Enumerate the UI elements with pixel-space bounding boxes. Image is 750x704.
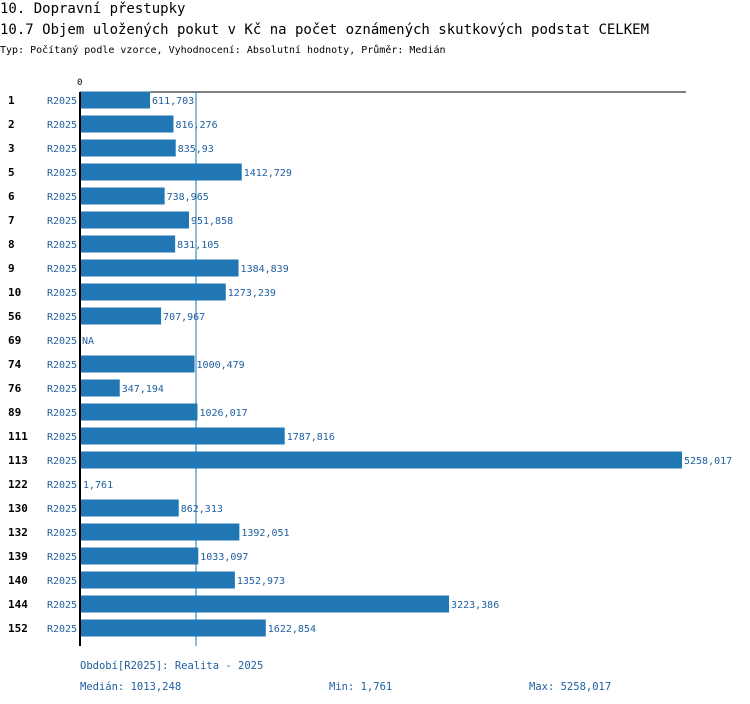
row-id-label: 2: [8, 118, 15, 131]
bar: [80, 547, 199, 565]
row-id-label: 69: [8, 334, 21, 347]
value-label: 1352,973: [237, 576, 285, 587]
bar: [80, 211, 189, 229]
bar: [80, 115, 174, 133]
value-label: 951,858: [191, 216, 233, 227]
value-label: 1,761: [83, 480, 113, 491]
row-id-label: 8: [8, 238, 15, 251]
row-id-label: 132: [8, 526, 28, 539]
value-label: 1392,051: [241, 528, 289, 539]
period-label: R2025: [47, 240, 77, 251]
bar: [80, 451, 682, 469]
value-label: 816,276: [175, 120, 217, 131]
chart-subtitle: Typ: Počítaný podle vzorce, Vyhodnocení:…: [0, 45, 446, 56]
row-id-label: 140: [8, 574, 28, 587]
row-id-label: 111: [8, 430, 28, 443]
row-id-label: 56: [8, 310, 22, 323]
row-id-label: 152: [8, 622, 28, 635]
bar: [80, 259, 239, 277]
row-id-label: 144: [8, 598, 28, 611]
row-id-label: 10: [8, 286, 21, 299]
bar: [80, 403, 198, 421]
bar: [80, 595, 450, 613]
row-id-label: 76: [8, 382, 22, 395]
row-id-label: 6: [8, 190, 15, 203]
bar: [80, 283, 226, 301]
period-label: R2025: [47, 552, 77, 563]
period-label: R2025: [47, 504, 77, 515]
period-label: R2025: [47, 336, 77, 347]
value-label: 1384,839: [241, 264, 289, 275]
period-label: R2025: [47, 120, 77, 131]
value-label: 1787,816: [287, 432, 335, 443]
period-label: R2025: [47, 168, 77, 179]
period-label: R2025: [47, 624, 77, 635]
period-label: R2025: [47, 432, 77, 443]
period-label: R2025: [47, 480, 77, 491]
bar: [80, 187, 165, 205]
period-label: R2025: [47, 408, 77, 419]
period-label: R2025: [47, 384, 77, 395]
median-summary: Medián: 1013,248: [80, 681, 182, 693]
value-label: 3223,386: [451, 600, 499, 611]
period-label: R2025: [47, 216, 77, 227]
period-label: R2025: [47, 288, 77, 299]
value-label: 831,105: [177, 240, 219, 251]
row-id-label: 130: [8, 502, 28, 515]
row-id-label: 74: [8, 358, 22, 371]
value-label: 862,313: [181, 504, 223, 515]
section-title: 10. Dopravní přestupky: [0, 1, 186, 17]
bar: [80, 619, 266, 637]
value-label: 707,967: [163, 312, 205, 323]
row-id-label: 3: [8, 142, 15, 155]
value-label: 1273,239: [228, 288, 276, 299]
bar-chart: 01R2025611,7032R2025816,2763R2025835,935…: [8, 78, 732, 646]
value-label: 738,965: [167, 192, 209, 203]
period-label: R2025: [47, 264, 77, 275]
period-label: R2025: [47, 600, 77, 611]
bar: [80, 139, 176, 157]
chart-title: 10.7 Objem uložených pokut v Kč na počet…: [0, 22, 650, 38]
value-label: 1000,479: [197, 360, 245, 371]
period-label: R2025: [47, 144, 77, 155]
period-note: Období[R2025]: Realita - 2025: [80, 660, 264, 672]
value-label: 5258,017: [684, 456, 732, 467]
bar: [80, 91, 151, 109]
period-label: R2025: [47, 192, 77, 203]
period-label: R2025: [47, 528, 77, 539]
value-label: 347,194: [122, 384, 164, 395]
value-label: 1622,854: [268, 624, 316, 635]
row-id-label: 122: [8, 478, 28, 491]
period-label: R2025: [47, 456, 77, 467]
x-axis-zero-label: 0: [77, 78, 82, 88]
min-summary: Min: 1,761: [329, 681, 393, 693]
row-id-label: 9: [8, 262, 15, 275]
bar: [80, 571, 235, 589]
period-label: R2025: [47, 312, 77, 323]
period-label: R2025: [47, 96, 77, 107]
period-label: R2025: [47, 576, 77, 587]
bar: [80, 235, 176, 253]
row-id-label: 7: [8, 214, 15, 227]
bar: [80, 379, 120, 397]
row-id-label: 113: [8, 454, 28, 467]
bar: [80, 523, 240, 541]
period-label: R2025: [47, 360, 77, 371]
row-id-label: 5: [8, 166, 15, 179]
row-id-label: 1: [8, 94, 15, 107]
row-id-label: 139: [8, 550, 28, 563]
max-summary: Max: 5258,017: [529, 681, 612, 693]
value-label: 1026,017: [199, 408, 247, 419]
bar: [80, 355, 195, 373]
value-label: 1033,097: [200, 552, 248, 563]
bar: [80, 499, 179, 517]
value-label: 1412,729: [244, 168, 292, 179]
bar: [80, 307, 162, 325]
value-label: NA: [82, 336, 94, 347]
value-label: 611,703: [152, 96, 194, 107]
bar: [80, 163, 242, 181]
bar: [80, 427, 285, 445]
row-id-label: 89: [8, 406, 21, 419]
